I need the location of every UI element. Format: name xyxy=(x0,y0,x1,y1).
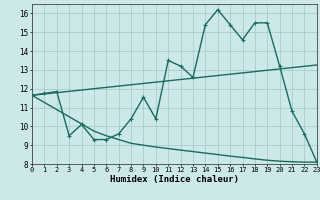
X-axis label: Humidex (Indice chaleur): Humidex (Indice chaleur) xyxy=(110,175,239,184)
